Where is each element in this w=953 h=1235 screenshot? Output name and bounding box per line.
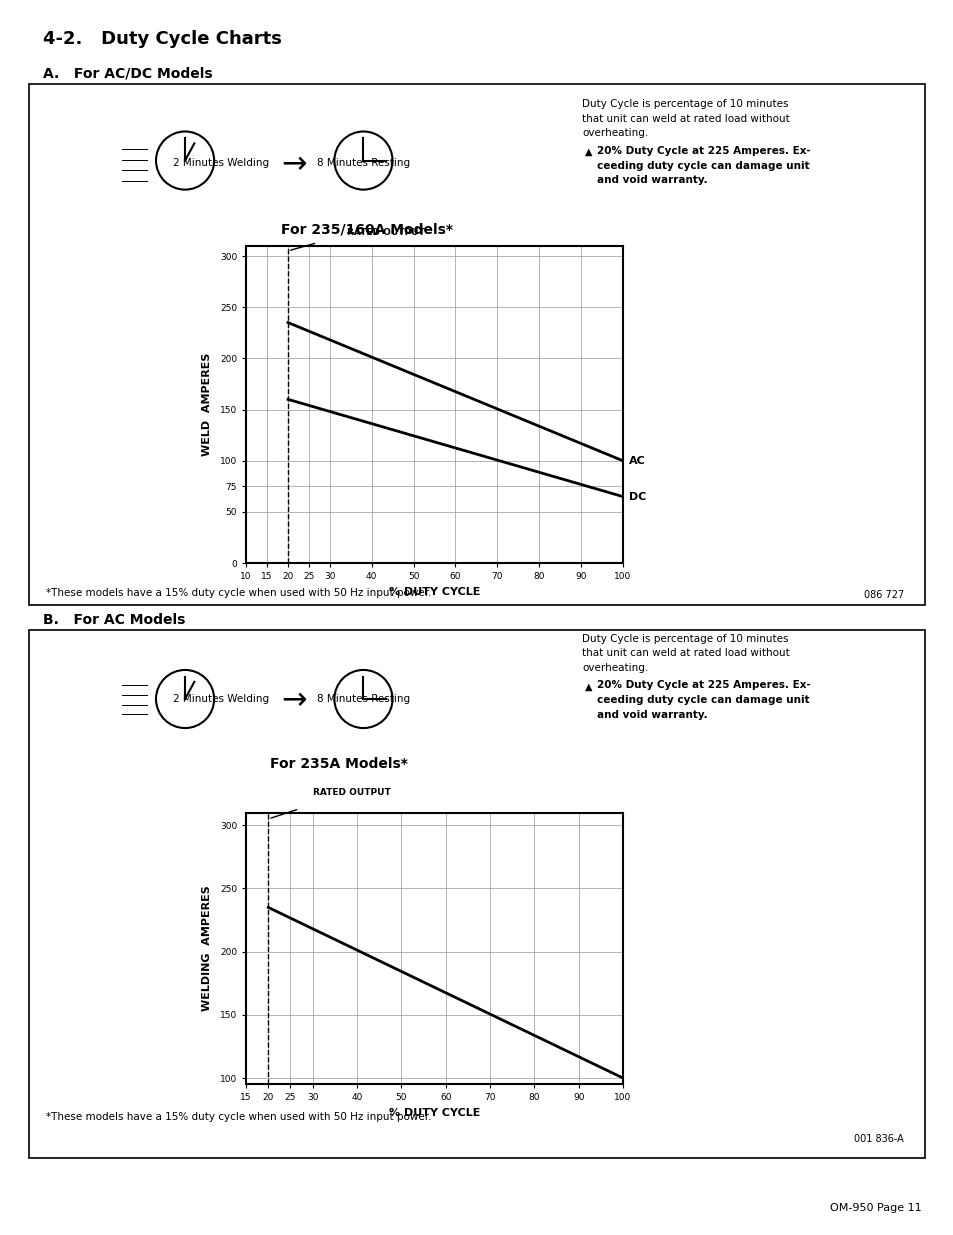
Text: →: → bbox=[281, 149, 306, 179]
Text: 2 Minutes Welding: 2 Minutes Welding bbox=[173, 694, 269, 704]
Text: 20% Duty Cycle at 225 Amperes. Ex-: 20% Duty Cycle at 225 Amperes. Ex- bbox=[597, 680, 810, 690]
Text: overheating.: overheating. bbox=[581, 663, 647, 673]
Text: 8 Minutes Resting: 8 Minutes Resting bbox=[316, 694, 410, 704]
Text: 001 836-A: 001 836-A bbox=[853, 1134, 902, 1144]
X-axis label: % DUTY CYCLE: % DUTY CYCLE bbox=[389, 587, 479, 597]
Text: A.   For AC/DC Models: A. For AC/DC Models bbox=[43, 67, 213, 80]
Text: Duty Cycle is percentage of 10 minutes: Duty Cycle is percentage of 10 minutes bbox=[581, 634, 787, 643]
Text: overheating.: overheating. bbox=[581, 128, 647, 138]
Text: 8 Minutes Resting: 8 Minutes Resting bbox=[316, 158, 410, 168]
Text: 2 Minutes Welding: 2 Minutes Welding bbox=[173, 158, 269, 168]
Text: !: ! bbox=[72, 165, 84, 190]
Text: 4-2.   Duty Cycle Charts: 4-2. Duty Cycle Charts bbox=[43, 30, 281, 48]
Text: ▲: ▲ bbox=[584, 147, 592, 157]
X-axis label: % DUTY CYCLE: % DUTY CYCLE bbox=[389, 1108, 479, 1118]
Text: ▲: ▲ bbox=[584, 682, 592, 692]
Text: →: → bbox=[281, 685, 306, 715]
Text: that unit can weld at rated load without: that unit can weld at rated load without bbox=[581, 114, 789, 124]
Text: 20% Duty Cycle at 225 Amperes. Ex-: 20% Duty Cycle at 225 Amperes. Ex- bbox=[597, 146, 810, 156]
Text: 086 727: 086 727 bbox=[863, 590, 903, 600]
Text: Duty Cycle is percentage of 10 minutes: Duty Cycle is percentage of 10 minutes bbox=[581, 99, 787, 109]
Text: For 235A Models*: For 235A Models* bbox=[270, 757, 407, 771]
Text: RATED OUTPUT: RATED OUTPUT bbox=[313, 788, 390, 797]
Text: OM-950 Page 11: OM-950 Page 11 bbox=[829, 1203, 921, 1213]
Text: and void warranty.: and void warranty. bbox=[597, 710, 707, 720]
Y-axis label: WELDING  AMPERES: WELDING AMPERES bbox=[201, 885, 212, 1011]
Text: and void warranty.: and void warranty. bbox=[597, 175, 707, 185]
Text: ceeding duty cycle can damage unit: ceeding duty cycle can damage unit bbox=[597, 695, 809, 705]
Text: that unit can weld at rated load without: that unit can weld at rated load without bbox=[581, 648, 789, 658]
Text: For 235/160A Models*: For 235/160A Models* bbox=[281, 222, 453, 236]
Text: DC: DC bbox=[629, 492, 646, 501]
Text: RATED OUTPUT: RATED OUTPUT bbox=[347, 228, 424, 237]
Text: *These models have a 15% duty cycle when used with 50 Hz input power.: *These models have a 15% duty cycle when… bbox=[46, 588, 431, 598]
Text: B.   For AC Models: B. For AC Models bbox=[43, 613, 185, 626]
Y-axis label: WELD  AMPERES: WELD AMPERES bbox=[201, 353, 212, 456]
Text: AC: AC bbox=[629, 456, 645, 466]
Text: !: ! bbox=[72, 698, 84, 722]
Text: *These models have a 15% duty cycle when used with 50 Hz input power.: *These models have a 15% duty cycle when… bbox=[46, 1112, 431, 1121]
Text: ceeding duty cycle can damage unit: ceeding duty cycle can damage unit bbox=[597, 161, 809, 170]
